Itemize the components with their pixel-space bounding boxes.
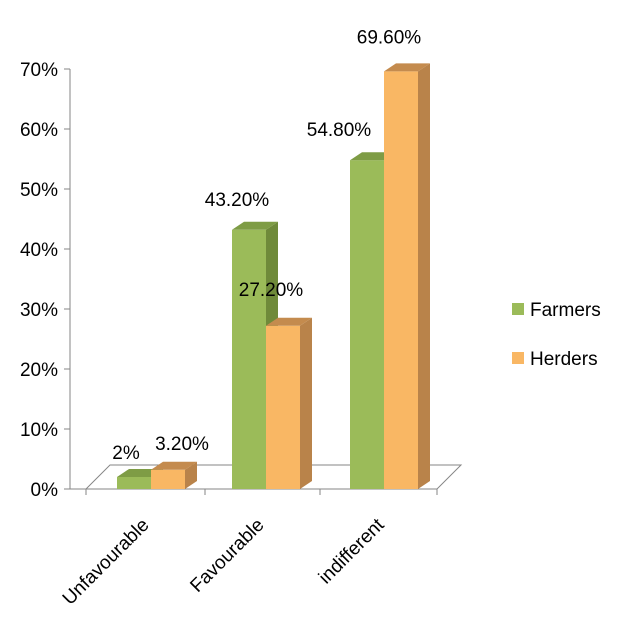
y-tick-label: 40% xyxy=(20,240,58,261)
bar-herders xyxy=(266,317,312,489)
legend-swatch xyxy=(512,352,524,364)
y-tick-label: 30% xyxy=(20,300,58,321)
legend-item-farmers: Farmers xyxy=(512,300,601,321)
data-label: 43.20% xyxy=(205,190,270,211)
bar-top xyxy=(151,461,197,470)
chart-data-labels: 2% 3.20% 43.20% 27.20% 54.80% 69.60% xyxy=(112,27,421,464)
data-label: 2% xyxy=(112,443,140,464)
bar-top xyxy=(384,63,430,72)
bar-front xyxy=(384,71,418,490)
bar-front xyxy=(117,477,151,489)
chart-bars xyxy=(117,63,430,490)
y-tick-label: 20% xyxy=(20,360,58,381)
data-label: 54.80% xyxy=(307,120,372,141)
y-tick-label: 0% xyxy=(31,480,59,501)
x-category-label: indifferent xyxy=(315,514,389,588)
y-tick-label: 10% xyxy=(20,420,58,441)
legend-item-herders: Herders xyxy=(512,349,598,370)
bar-side xyxy=(300,317,312,489)
bar-top xyxy=(232,221,278,230)
y-tick-label: 60% xyxy=(20,120,58,141)
x-category-label: Unfavourable xyxy=(59,515,154,610)
bar-side xyxy=(185,461,197,489)
bar-herders xyxy=(151,461,197,489)
legend-label: Farmers xyxy=(530,300,601,321)
bar-herders xyxy=(384,63,430,490)
x-category-label: Favourable xyxy=(186,515,268,597)
y-tick-label: 50% xyxy=(20,180,58,201)
bar-front xyxy=(266,325,300,489)
bar-top xyxy=(266,317,312,326)
legend-label: Herders xyxy=(530,349,598,370)
data-label: 69.60% xyxy=(357,27,422,48)
bar-front xyxy=(151,469,185,489)
bar-front xyxy=(232,229,266,490)
legend-swatch xyxy=(512,303,524,315)
bar-front xyxy=(350,160,384,489)
data-label: 27.20% xyxy=(239,280,304,301)
chart-legend: Farmers Herders xyxy=(512,300,601,370)
bar-side xyxy=(418,63,430,490)
y-tick-label: 70% xyxy=(20,60,58,81)
data-label: 3.20% xyxy=(155,434,209,455)
